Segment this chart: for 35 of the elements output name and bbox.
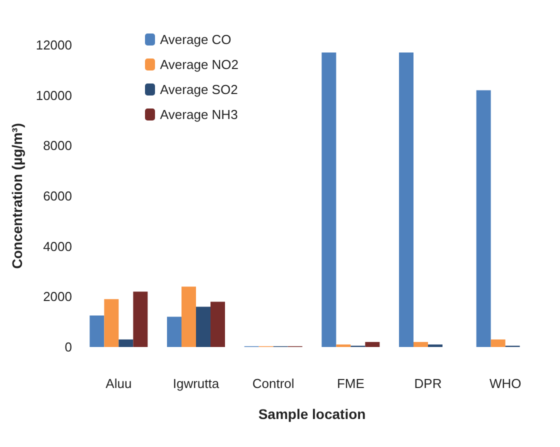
bar [476, 90, 491, 347]
bar [90, 316, 104, 347]
bar [104, 299, 119, 347]
bar [414, 342, 428, 347]
y-tick-label: 8000 [43, 138, 72, 154]
y-tick-label: 6000 [43, 188, 72, 204]
y-tick-label: 10000 [36, 88, 72, 103]
y-axis-title: Concentration (µg/m³) [9, 123, 25, 269]
bar [133, 292, 148, 347]
bar [196, 306, 210, 347]
x-tick-label: Aluu [106, 376, 132, 391]
bar [182, 286, 196, 347]
y-tick-label: 12000 [36, 38, 72, 52]
bar [118, 339, 134, 347]
legend-label: Average NH3 [160, 107, 238, 122]
legend-label: Average NO2 [160, 57, 239, 72]
bar [336, 344, 351, 347]
bar [365, 342, 380, 347]
y-tick-label: 2000 [43, 289, 72, 304]
bar [322, 52, 336, 347]
x-axis-title: Sample location [258, 406, 366, 422]
y-tick-label: 4000 [43, 238, 72, 254]
bar [428, 344, 442, 347]
x-tick-label: FME [336, 376, 365, 391]
x-tick-label: WHO [489, 376, 522, 391]
legend-label: Average SO2 [160, 82, 238, 97]
x-tick-label: Control [252, 376, 294, 391]
bar [399, 52, 414, 347]
bar [490, 339, 506, 347]
bar [210, 302, 225, 347]
legend-label: Average CO [160, 32, 232, 47]
x-tick-label: DPR [414, 376, 442, 391]
bar [167, 316, 182, 347]
y-tick-label: 0 [64, 340, 72, 354]
x-tick-label: Igwrutta [172, 376, 220, 391]
